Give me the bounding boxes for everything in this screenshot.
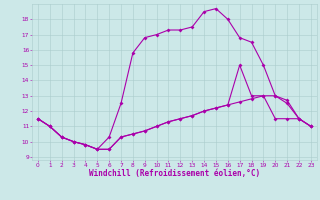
X-axis label: Windchill (Refroidissement éolien,°C): Windchill (Refroidissement éolien,°C) xyxy=(89,169,260,178)
